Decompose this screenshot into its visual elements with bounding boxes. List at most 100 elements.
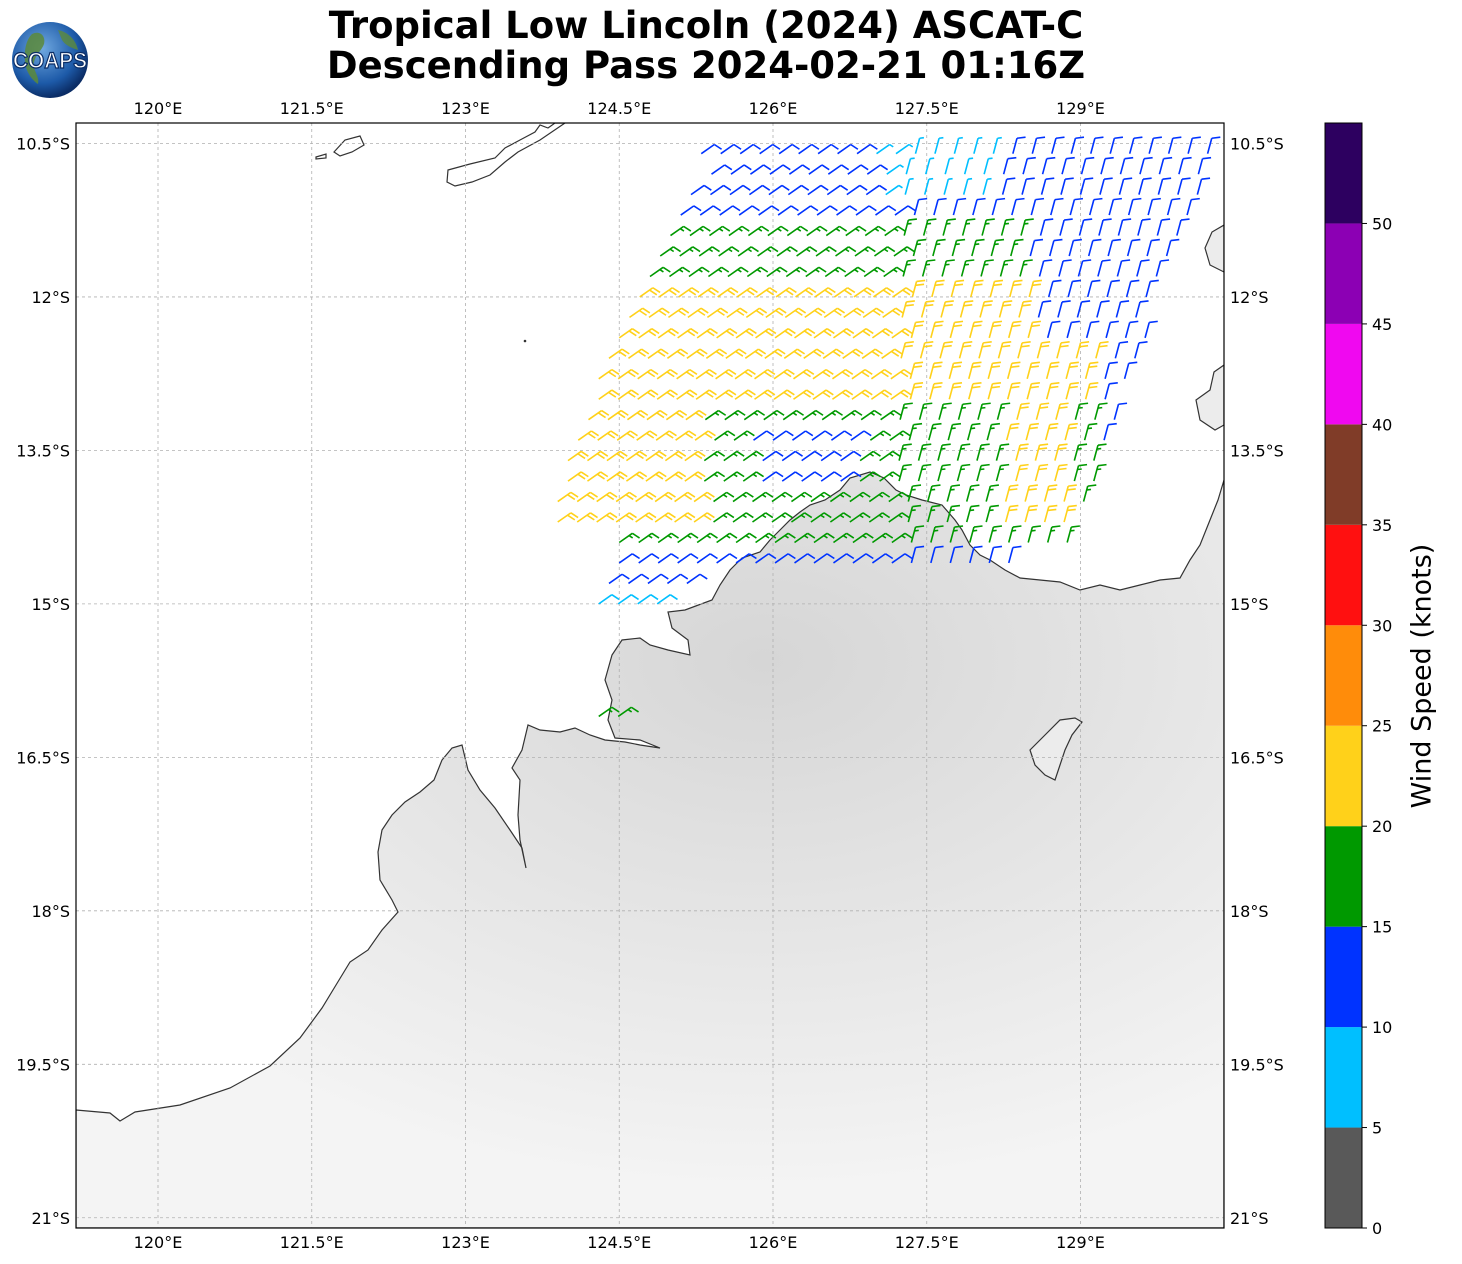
colorbar: 0 5 10 15 20 25 30 35 40 45 50 xyxy=(1324,122,1392,1238)
wind-barb xyxy=(1070,136,1085,154)
wind-barb xyxy=(1087,238,1102,257)
wind-barb xyxy=(833,553,855,564)
wind-barb xyxy=(1027,525,1042,543)
wind-barb xyxy=(699,205,721,216)
lon-tick-label-bottom: 126°E xyxy=(749,1233,798,1252)
wind-barb xyxy=(1107,238,1121,257)
wind-barb xyxy=(1054,463,1068,482)
wind-barb xyxy=(686,573,708,585)
colorbar-bin xyxy=(1325,424,1362,525)
wind-barb xyxy=(764,348,786,359)
wind-barb xyxy=(1158,156,1173,175)
colorbar-bin xyxy=(1325,524,1362,626)
wind-barb xyxy=(710,184,732,196)
colorbar-tick-label: 45 xyxy=(1372,315,1392,334)
lon-tick-label-top: 129°E xyxy=(1056,99,1105,118)
wind-barb xyxy=(1155,259,1170,277)
wind-barb xyxy=(1059,218,1073,236)
wind-barb xyxy=(917,443,932,461)
wind-barb xyxy=(637,368,659,380)
wind-barb xyxy=(1054,443,1068,461)
wind-barb xyxy=(1123,361,1138,379)
wind-barb xyxy=(700,143,723,155)
wind-barb xyxy=(879,450,901,462)
wind-barb xyxy=(966,422,981,441)
wind-barb xyxy=(933,197,947,216)
wind-barb xyxy=(679,246,701,257)
colorbar-bin xyxy=(1325,323,1362,425)
wind-barb xyxy=(817,143,839,155)
wind-barb xyxy=(628,348,650,359)
wind-barb xyxy=(1138,177,1152,195)
wind-barb xyxy=(1028,279,1043,298)
coaps-logo: COAPS xyxy=(12,22,88,98)
wind-barb xyxy=(859,471,881,482)
wind-barb xyxy=(628,573,650,585)
wind-barb xyxy=(735,553,757,564)
wind-barb xyxy=(1073,463,1088,482)
wind-barb xyxy=(1196,177,1211,195)
lat-tick-label-right: 16.5°S xyxy=(1230,748,1284,767)
wind-barb xyxy=(757,246,779,257)
wind-barb xyxy=(746,266,769,278)
wind-barb xyxy=(730,164,752,175)
wind-barb xyxy=(1116,259,1131,277)
wind-barb xyxy=(707,266,730,278)
wind-barb xyxy=(1041,156,1056,175)
wind-barb xyxy=(1024,484,1038,502)
wind-barb xyxy=(977,402,991,420)
wind-barb xyxy=(635,512,657,523)
wind-barb xyxy=(962,177,973,195)
wind-barb xyxy=(1027,320,1042,339)
colorbar-tick-label: 35 xyxy=(1372,516,1392,535)
wind-barb xyxy=(786,225,809,237)
wind-barb xyxy=(781,471,803,482)
wind-barb xyxy=(1057,300,1071,318)
wind-barb xyxy=(723,450,745,462)
wind-barb xyxy=(1040,177,1055,195)
wind-barb xyxy=(957,402,972,420)
wind-barb xyxy=(664,471,687,482)
wind-barb xyxy=(755,553,777,564)
wind-barb xyxy=(735,532,757,544)
wind-barb xyxy=(1015,443,1029,461)
wind-barb xyxy=(1176,218,1190,236)
wind-barb xyxy=(1119,156,1134,175)
wind-barb xyxy=(836,205,858,216)
wind-barb xyxy=(733,430,755,441)
lat-tick-label-left: 15°S xyxy=(31,595,70,614)
wind-barb xyxy=(1044,422,1059,441)
wind-barb xyxy=(736,287,758,298)
wind-barb xyxy=(845,225,867,237)
wind-barb xyxy=(684,471,706,482)
wind-barb xyxy=(1118,177,1133,195)
wind-barbs xyxy=(557,136,1221,718)
wind-barb xyxy=(1077,259,1092,277)
wind-barb xyxy=(1045,361,1060,379)
wind-barb xyxy=(924,157,935,175)
wind-barb xyxy=(883,266,905,278)
wind-barb xyxy=(781,450,803,462)
wind-barb xyxy=(934,136,944,154)
wind-barb xyxy=(618,328,641,339)
wind-barb xyxy=(825,225,848,237)
wind-barb xyxy=(840,450,862,462)
wind-barb xyxy=(606,450,628,462)
wind-barb xyxy=(859,450,881,462)
wind-barb xyxy=(774,328,796,339)
wind-barb xyxy=(669,266,691,278)
wind-barb xyxy=(713,491,735,503)
wind-barb xyxy=(807,184,829,196)
wind-barb xyxy=(1002,156,1017,175)
wind-barb xyxy=(1080,156,1095,175)
wind-barb xyxy=(765,307,787,319)
wind-barb xyxy=(902,259,916,277)
wind-barb xyxy=(979,300,993,318)
wind-barb xyxy=(948,381,963,400)
wind-barb xyxy=(617,389,639,400)
wind-barb xyxy=(608,348,630,359)
wind-barb xyxy=(598,368,620,380)
wind-barb xyxy=(1011,197,1025,216)
wind-barb xyxy=(950,279,965,298)
wind-barb xyxy=(715,368,737,380)
